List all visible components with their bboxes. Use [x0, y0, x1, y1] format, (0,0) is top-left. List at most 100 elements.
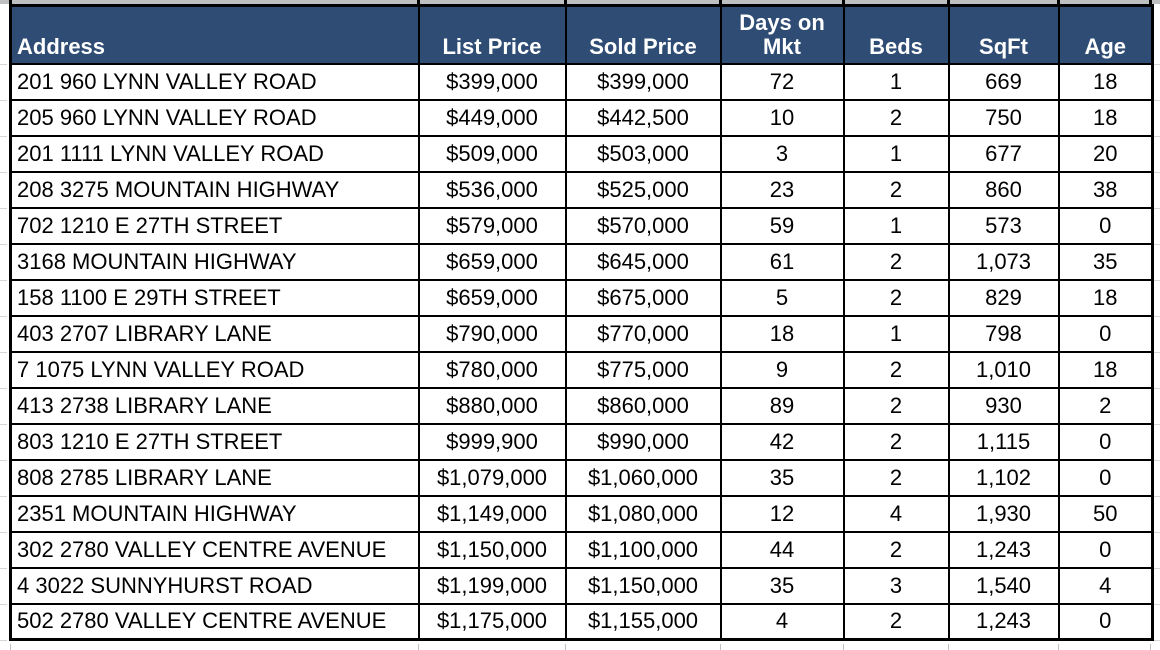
cell-age[interactable]: 0	[1057, 206, 1154, 245]
cell-sqft[interactable]: 1,010	[947, 350, 1060, 389]
cell-age[interactable]: 2	[1057, 386, 1154, 425]
cell-days-on-mkt[interactable]: 61	[719, 242, 845, 281]
cell-sold-price[interactable]: $1,080,000	[564, 494, 722, 533]
cell-age[interactable]: 18	[1057, 278, 1154, 317]
cell-sqft[interactable]: 1,930	[947, 494, 1060, 533]
cell-list-price[interactable]: $659,000	[417, 278, 567, 317]
cell-address[interactable]: 3168 MOUNTAIN HIGHWAY	[9, 242, 420, 281]
cell-age[interactable]: 50	[1057, 494, 1154, 533]
cell-beds[interactable]: 4	[842, 494, 950, 533]
cell-days-on-mkt[interactable]: 35	[719, 566, 845, 605]
cell-address[interactable]: 808 2785 LIBRARY LANE	[9, 458, 420, 497]
cell-list-price[interactable]: $399,000	[417, 62, 567, 101]
cell-sqft[interactable]: 860	[947, 170, 1060, 209]
cell-list-price[interactable]: $449,000	[417, 98, 567, 137]
cell-list-price[interactable]: $509,000	[417, 134, 567, 173]
cell-sold-price[interactable]: $675,000	[564, 278, 722, 317]
cell-age[interactable]: 0	[1057, 530, 1154, 569]
cell-age[interactable]: 4	[1057, 566, 1154, 605]
cell-sold-price[interactable]: $442,500	[564, 98, 722, 137]
cell-sold-price[interactable]: $399,000	[564, 62, 722, 101]
column-header-list-price[interactable]: List Price	[417, 4, 567, 65]
cell-beds[interactable]: 2	[842, 386, 950, 425]
cell-age[interactable]: 18	[1057, 62, 1154, 101]
cell-sqft[interactable]: 798	[947, 314, 1060, 353]
cell-address[interactable]: 4 3022 SUNNYHURST ROAD	[9, 566, 420, 605]
cell-address[interactable]: 403 2707 LIBRARY LANE	[9, 314, 420, 353]
column-header-sold-price[interactable]: Sold Price	[564, 4, 722, 65]
cell-sqft[interactable]: 1,115	[947, 422, 1060, 461]
cell-sold-price[interactable]: $990,000	[564, 422, 722, 461]
cell-address[interactable]: 201 1111 LYNN VALLEY ROAD	[9, 134, 420, 173]
cell-beds[interactable]: 2	[842, 98, 950, 137]
cell-age[interactable]: 0	[1057, 602, 1154, 641]
cell-sqft[interactable]: 1,102	[947, 458, 1060, 497]
cell-address[interactable]: 205 960 LYNN VALLEY ROAD	[9, 98, 420, 137]
cell-beds[interactable]: 3	[842, 566, 950, 605]
cell-sqft[interactable]: 829	[947, 278, 1060, 317]
cell-sold-price[interactable]: $503,000	[564, 134, 722, 173]
cell-days-on-mkt[interactable]: 42	[719, 422, 845, 461]
cell-sqft[interactable]: 750	[947, 98, 1060, 137]
cell-beds[interactable]: 2	[842, 242, 950, 281]
cell-beds[interactable]: 2	[842, 530, 950, 569]
cell-sold-price[interactable]: $1,060,000	[564, 458, 722, 497]
column-header-address[interactable]: Address	[9, 4, 420, 65]
cell-list-price[interactable]: $659,000	[417, 242, 567, 281]
cell-sold-price[interactable]: $570,000	[564, 206, 722, 245]
cell-days-on-mkt[interactable]: 72	[719, 62, 845, 101]
cell-age[interactable]: 0	[1057, 458, 1154, 497]
cell-beds[interactable]: 1	[842, 62, 950, 101]
cell-age[interactable]: 18	[1057, 350, 1154, 389]
cell-days-on-mkt[interactable]: 18	[719, 314, 845, 353]
cell-beds[interactable]: 2	[842, 278, 950, 317]
cell-sqft[interactable]: 669	[947, 62, 1060, 101]
cell-beds[interactable]: 2	[842, 422, 950, 461]
cell-list-price[interactable]: $1,149,000	[417, 494, 567, 533]
cell-beds[interactable]: 2	[842, 170, 950, 209]
cell-days-on-mkt[interactable]: 23	[719, 170, 845, 209]
cell-list-price[interactable]: $1,175,000	[417, 602, 567, 641]
cell-address[interactable]: 803 1210 E 27TH STREET	[9, 422, 420, 461]
column-header-age[interactable]: Age	[1057, 4, 1154, 65]
cell-list-price[interactable]: $536,000	[417, 170, 567, 209]
cell-days-on-mkt[interactable]: 3	[719, 134, 845, 173]
cell-list-price[interactable]: $1,150,000	[417, 530, 567, 569]
cell-sold-price[interactable]: $1,100,000	[564, 530, 722, 569]
cell-age[interactable]: 18	[1057, 98, 1154, 137]
cell-sqft[interactable]: 1,073	[947, 242, 1060, 281]
cell-address[interactable]: 7 1075 LYNN VALLEY ROAD	[9, 350, 420, 389]
cell-list-price[interactable]: $780,000	[417, 350, 567, 389]
cell-sqft[interactable]: 1,243	[947, 602, 1060, 641]
cell-days-on-mkt[interactable]: 9	[719, 350, 845, 389]
cell-address[interactable]: 201 960 LYNN VALLEY ROAD	[9, 62, 420, 101]
cell-sold-price[interactable]: $1,150,000	[564, 566, 722, 605]
cell-list-price[interactable]: $999,900	[417, 422, 567, 461]
cell-sqft[interactable]: 930	[947, 386, 1060, 425]
cell-list-price[interactable]: $790,000	[417, 314, 567, 353]
cell-sqft[interactable]: 1,243	[947, 530, 1060, 569]
cell-sold-price[interactable]: $1,155,000	[564, 602, 722, 641]
cell-days-on-mkt[interactable]: 12	[719, 494, 845, 533]
cell-list-price[interactable]: $880,000	[417, 386, 567, 425]
cell-age[interactable]: 0	[1057, 314, 1154, 353]
cell-beds[interactable]: 1	[842, 134, 950, 173]
cell-address[interactable]: 302 2780 VALLEY CENTRE AVENUE	[9, 530, 420, 569]
cell-address[interactable]: 208 3275 MOUNTAIN HIGHWAY	[9, 170, 420, 209]
cell-address[interactable]: 702 1210 E 27TH STREET	[9, 206, 420, 245]
column-header-sqft[interactable]: SqFt	[947, 4, 1060, 65]
cell-list-price[interactable]: $579,000	[417, 206, 567, 245]
cell-beds[interactable]: 2	[842, 458, 950, 497]
cell-list-price[interactable]: $1,199,000	[417, 566, 567, 605]
cell-sold-price[interactable]: $525,000	[564, 170, 722, 209]
cell-days-on-mkt[interactable]: 89	[719, 386, 845, 425]
column-header-beds[interactable]: Beds	[842, 4, 950, 65]
cell-age[interactable]: 0	[1057, 422, 1154, 461]
cell-address[interactable]: 2351 MOUNTAIN HIGHWAY	[9, 494, 420, 533]
cell-address[interactable]: 158 1100 E 29TH STREET	[9, 278, 420, 317]
cell-beds[interactable]: 2	[842, 350, 950, 389]
cell-address[interactable]: 502 2780 VALLEY CENTRE AVENUE	[9, 602, 420, 641]
cell-days-on-mkt[interactable]: 59	[719, 206, 845, 245]
cell-beds[interactable]: 1	[842, 314, 950, 353]
cell-sold-price[interactable]: $860,000	[564, 386, 722, 425]
